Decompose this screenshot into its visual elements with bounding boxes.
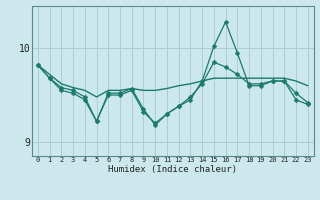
X-axis label: Humidex (Indice chaleur): Humidex (Indice chaleur) <box>108 165 237 174</box>
